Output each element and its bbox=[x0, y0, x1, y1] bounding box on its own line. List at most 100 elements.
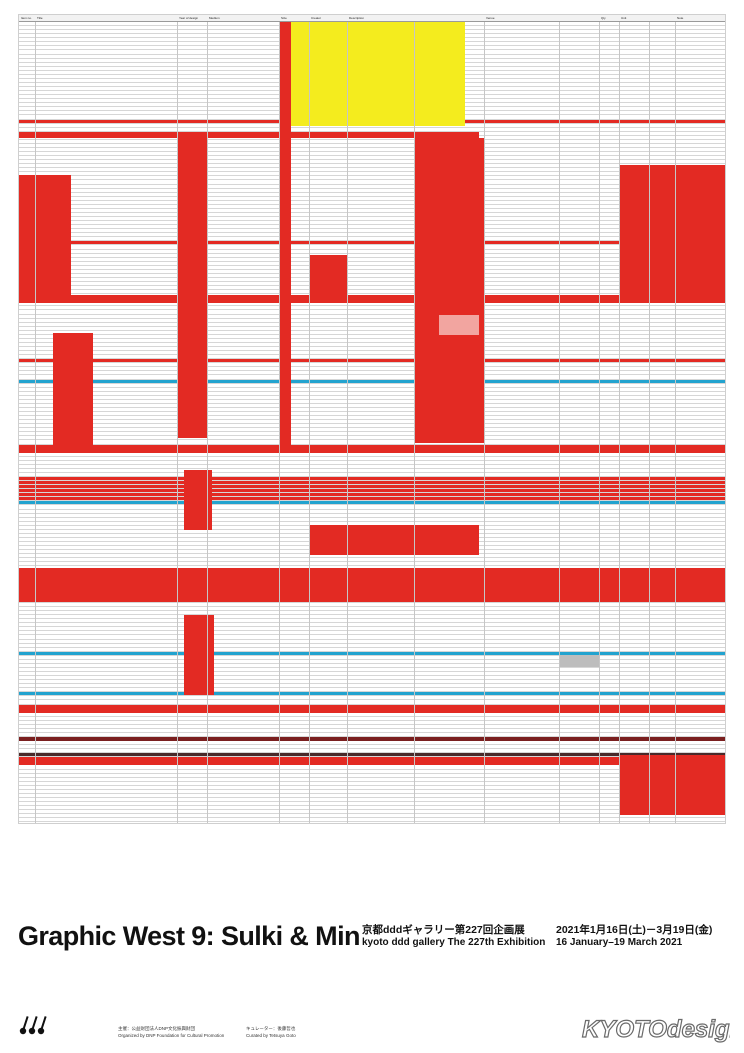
table-row bbox=[19, 200, 725, 205]
table-row bbox=[19, 233, 725, 238]
table-row bbox=[19, 355, 725, 360]
table-row bbox=[19, 164, 725, 169]
table-row bbox=[19, 387, 725, 392]
table-row bbox=[19, 139, 725, 144]
kyotodesign-wordmark: KYOTOdesign bbox=[582, 1016, 730, 1043]
table-row bbox=[19, 797, 725, 802]
highlight-red-block-n bbox=[184, 615, 214, 695]
highlight-red-block-g bbox=[619, 165, 725, 295]
table-row bbox=[19, 793, 725, 798]
highlight-red-block-j bbox=[19, 445, 725, 453]
table-row bbox=[19, 407, 725, 412]
table-row bbox=[19, 192, 725, 197]
table-row bbox=[19, 607, 725, 612]
table-row bbox=[19, 501, 725, 506]
table-row bbox=[19, 225, 725, 230]
table-row bbox=[19, 785, 725, 790]
table-row bbox=[19, 456, 725, 461]
exhibition-title: Graphic West 9: Sulki & Min bbox=[18, 921, 360, 951]
column-header: Unit bbox=[621, 16, 627, 20]
table-row bbox=[19, 432, 725, 437]
table-row bbox=[19, 789, 725, 794]
table-row bbox=[19, 712, 725, 717]
dates-english: 16 January–19 March 2021 bbox=[556, 937, 683, 948]
table-row bbox=[19, 680, 725, 685]
table-row bbox=[19, 655, 725, 660]
table-row bbox=[19, 143, 725, 148]
table-row bbox=[19, 257, 725, 262]
table-row bbox=[19, 221, 725, 226]
table-row bbox=[19, 399, 725, 404]
table-row bbox=[19, 306, 725, 311]
table-row bbox=[19, 684, 725, 689]
table-row bbox=[19, 261, 725, 266]
table-row bbox=[19, 440, 725, 445]
table-row bbox=[19, 635, 725, 640]
table-row bbox=[19, 371, 725, 376]
table-row bbox=[19, 241, 725, 246]
table-row bbox=[19, 412, 725, 417]
table-row bbox=[19, 424, 725, 429]
table-row bbox=[19, 208, 725, 213]
table-row bbox=[19, 172, 725, 177]
dates-japanese: 2021年1月16日(土)－3月19日(金) bbox=[556, 924, 713, 936]
table-row bbox=[19, 212, 725, 217]
table-row bbox=[19, 724, 725, 729]
table-row bbox=[19, 554, 725, 559]
highlight-red-block-h bbox=[53, 333, 93, 453]
table-row bbox=[19, 196, 725, 201]
table-row bbox=[19, 277, 725, 282]
table-row bbox=[19, 773, 725, 778]
table-row bbox=[19, 615, 725, 620]
organizer-english: Organized by DNP Foundation for Cultural… bbox=[118, 1033, 225, 1038]
table-row bbox=[19, 436, 725, 441]
table-row bbox=[19, 403, 725, 408]
table-row bbox=[19, 688, 725, 693]
organizer-japanese: 主催：公益財団法人DNP文化振興財団 bbox=[118, 1026, 195, 1031]
table-row bbox=[19, 493, 725, 498]
table-row bbox=[19, 420, 725, 425]
highlight-yellow-top bbox=[279, 22, 465, 126]
table-row bbox=[19, 269, 725, 274]
table-row bbox=[19, 302, 725, 307]
table-row bbox=[19, 769, 725, 774]
table-row bbox=[19, 489, 725, 494]
table-row bbox=[19, 468, 725, 473]
table-row bbox=[19, 383, 725, 388]
table-row bbox=[19, 631, 725, 636]
table-row bbox=[19, 176, 725, 181]
table-row bbox=[19, 639, 725, 644]
highlight-red-block-l bbox=[309, 525, 479, 555]
table-row bbox=[19, 156, 725, 161]
table-row bbox=[19, 168, 725, 173]
table-row bbox=[19, 802, 725, 807]
table-row bbox=[19, 290, 725, 295]
table-row bbox=[19, 481, 725, 486]
table-row bbox=[19, 485, 725, 490]
table-row bbox=[19, 310, 725, 315]
column-header: Title bbox=[37, 16, 43, 20]
table-row bbox=[19, 749, 725, 754]
table-row bbox=[19, 428, 725, 433]
table-row bbox=[19, 265, 725, 270]
table-row bbox=[19, 322, 725, 327]
column-header: Year of design bbox=[179, 16, 199, 20]
highlight-red-block-d bbox=[19, 175, 71, 295]
highlight-red-block-b bbox=[177, 138, 207, 438]
table-row bbox=[19, 696, 725, 701]
table-row bbox=[19, 753, 725, 758]
table-row bbox=[19, 745, 725, 750]
table-row bbox=[19, 184, 725, 189]
table-row bbox=[19, 692, 725, 697]
table-row bbox=[19, 127, 725, 132]
column-header: Venue bbox=[486, 16, 495, 20]
curator-english: Curated by Tetsuya Goto bbox=[246, 1033, 296, 1038]
table-row bbox=[19, 379, 725, 384]
table-row bbox=[19, 347, 725, 352]
table-row bbox=[19, 777, 725, 782]
table-row bbox=[19, 627, 725, 632]
table-row bbox=[19, 818, 725, 823]
table-row bbox=[19, 391, 725, 396]
highlight-pink-a bbox=[439, 315, 479, 335]
table-row bbox=[19, 363, 725, 368]
